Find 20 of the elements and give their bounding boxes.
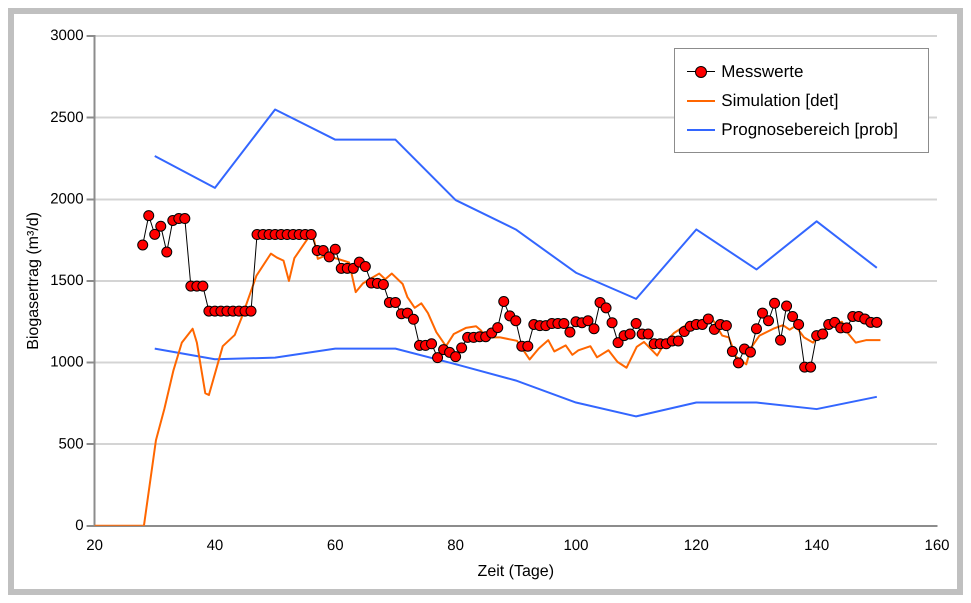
legend-label: Simulation [det] (721, 90, 838, 112)
y-tick-label: 2500 (50, 108, 84, 126)
legend-label: Messwerte (721, 61, 804, 83)
x-tick-label: 40 (206, 536, 224, 554)
y-tick-label: 3000 (50, 27, 84, 44)
y-tick-label: 1000 (50, 354, 84, 371)
y-tick-label: 0 (75, 516, 84, 534)
x-tick-label: 100 (563, 536, 588, 554)
x-tick-label: 80 (447, 536, 464, 554)
x-tick-label: 140 (804, 536, 830, 554)
x-tick-label: 60 (326, 536, 344, 554)
legend-label: Prognosebereich [prob] (721, 119, 898, 141)
y-tick-label: 500 (58, 435, 84, 452)
y-axis-title: Biogasertrag (m³/d) (25, 212, 42, 350)
x-tick-label: 120 (684, 536, 709, 554)
x-tick-label: 20 (86, 536, 103, 554)
x-axis-title: Zeit (Tage) (478, 562, 554, 580)
x-tick-label: 160 (924, 536, 950, 554)
y-tick-label: 2000 (50, 190, 84, 208)
y-tick-label: 1500 (50, 272, 84, 290)
